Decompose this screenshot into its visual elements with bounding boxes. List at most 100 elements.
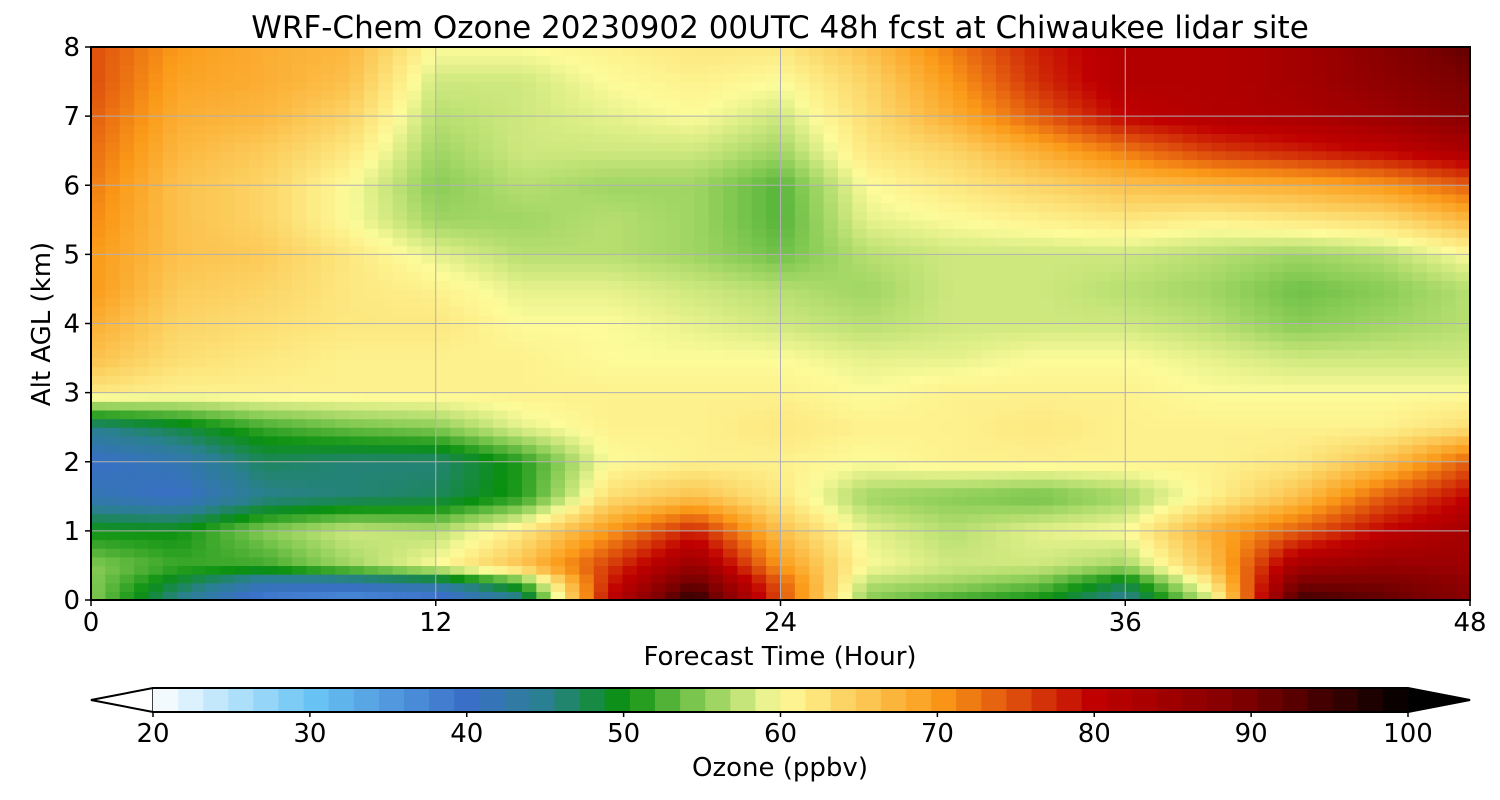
heatmap-cell xyxy=(981,297,997,307)
heatmap-cell xyxy=(694,453,710,463)
heatmap-cell xyxy=(191,375,207,385)
heatmap-cell xyxy=(536,401,552,411)
heatmap-cell xyxy=(277,167,293,178)
heatmap-cell xyxy=(349,219,365,230)
heatmap-cell xyxy=(852,202,868,212)
heatmap-cell xyxy=(450,193,466,204)
heatmap-cell xyxy=(363,358,379,368)
heatmap-cell xyxy=(593,513,609,523)
heatmap-cell xyxy=(823,202,839,212)
heatmap-cell xyxy=(220,211,236,221)
heatmap-cell xyxy=(191,530,207,541)
heatmap-cell xyxy=(952,401,968,411)
heatmap-cell xyxy=(191,176,207,186)
heatmap-cell xyxy=(608,591,624,600)
heatmap-cell xyxy=(694,418,710,428)
heatmap-cell xyxy=(622,288,638,299)
heatmap-cell xyxy=(837,349,853,359)
heatmap-cell xyxy=(1039,383,1055,394)
heatmap-cell xyxy=(579,383,595,394)
heatmap-cell xyxy=(1455,435,1470,446)
heatmap-cell xyxy=(335,185,351,195)
heatmap-cell xyxy=(1225,383,1241,394)
heatmap-cell xyxy=(1024,340,1040,351)
heatmap-cell xyxy=(407,349,422,359)
heatmap-cell xyxy=(651,193,667,204)
heatmap-cell xyxy=(407,522,422,532)
heatmap-cell xyxy=(263,504,279,515)
heatmap-cell xyxy=(1455,530,1470,541)
heatmap-cell xyxy=(565,202,580,212)
heatmap-cell xyxy=(694,427,710,437)
heatmap-cell xyxy=(1139,314,1155,325)
heatmap-cell xyxy=(1240,453,1256,463)
heatmap-cell xyxy=(191,591,207,600)
heatmap-cell xyxy=(105,358,121,368)
heatmap-cell xyxy=(249,591,264,600)
heatmap-cell xyxy=(952,237,968,247)
heatmap-cell xyxy=(263,401,279,411)
heatmap-cell xyxy=(866,582,882,592)
heatmap-cell xyxy=(579,392,595,402)
heatmap-cell xyxy=(1067,392,1083,402)
heatmap-cell xyxy=(967,211,983,221)
heatmap-cell xyxy=(1369,263,1385,273)
heatmap-cell xyxy=(1412,159,1428,169)
heatmap-cell xyxy=(881,444,897,454)
heatmap-cell xyxy=(1211,427,1227,437)
heatmap-cell xyxy=(521,280,537,290)
heatmap-cell xyxy=(881,513,897,523)
heatmap-cell xyxy=(177,332,193,342)
heatmap-cell xyxy=(493,193,509,204)
heatmap-cell xyxy=(1398,461,1414,471)
heatmap-cell xyxy=(608,461,624,471)
heatmap-cell xyxy=(292,401,308,411)
heatmap-cell xyxy=(148,211,164,221)
heatmap-cell xyxy=(550,176,566,186)
heatmap-cell xyxy=(464,271,480,281)
heatmap-cell xyxy=(550,263,566,273)
heatmap-cell xyxy=(1283,271,1299,281)
heatmap-cell xyxy=(421,582,437,592)
heatmap-cell xyxy=(1441,288,1457,299)
heatmap-cell xyxy=(1197,487,1213,497)
heatmap-cell xyxy=(938,530,954,541)
heatmap-cell xyxy=(1326,202,1342,212)
heatmap-cell xyxy=(134,427,150,437)
heatmap-cell xyxy=(249,280,264,290)
heatmap-cell xyxy=(550,314,566,325)
heatmap-cell xyxy=(952,219,968,230)
heatmap-cell xyxy=(967,530,983,541)
heatmap-cell xyxy=(1340,340,1356,351)
heatmap-cell xyxy=(1082,211,1098,221)
heatmap-cell xyxy=(995,401,1011,411)
heatmap-cell xyxy=(881,332,897,342)
heatmap-cell xyxy=(766,288,782,299)
heatmap-cell xyxy=(1225,185,1241,195)
heatmap-cell xyxy=(608,340,624,351)
heatmap-cell xyxy=(708,202,724,212)
heatmap-cell xyxy=(694,176,710,186)
heatmap-cell xyxy=(407,228,422,238)
heatmap-cell xyxy=(263,479,279,489)
heatmap-cell xyxy=(191,409,207,420)
heatmap-cell xyxy=(1225,530,1241,541)
heatmap-cell xyxy=(636,306,652,316)
heatmap-cell xyxy=(708,565,724,575)
heatmap-cell xyxy=(1426,556,1442,567)
heatmap-cell xyxy=(1398,444,1414,454)
heatmap-cell xyxy=(435,280,451,290)
heatmap-cell xyxy=(1297,479,1313,489)
heatmap-cell xyxy=(363,574,379,584)
heatmap-cell xyxy=(1355,150,1371,160)
heatmap-cell xyxy=(565,383,580,394)
heatmap-cell xyxy=(1010,237,1026,247)
heatmap-cell xyxy=(895,504,911,515)
heatmap-cell xyxy=(1455,237,1470,247)
heatmap-cell xyxy=(1225,280,1241,290)
heatmap-cell xyxy=(392,237,408,247)
heatmap-cell xyxy=(392,513,408,523)
heatmap-cell xyxy=(1283,340,1299,351)
heatmap-cell xyxy=(1268,418,1284,428)
heatmap-cell xyxy=(1426,219,1442,230)
